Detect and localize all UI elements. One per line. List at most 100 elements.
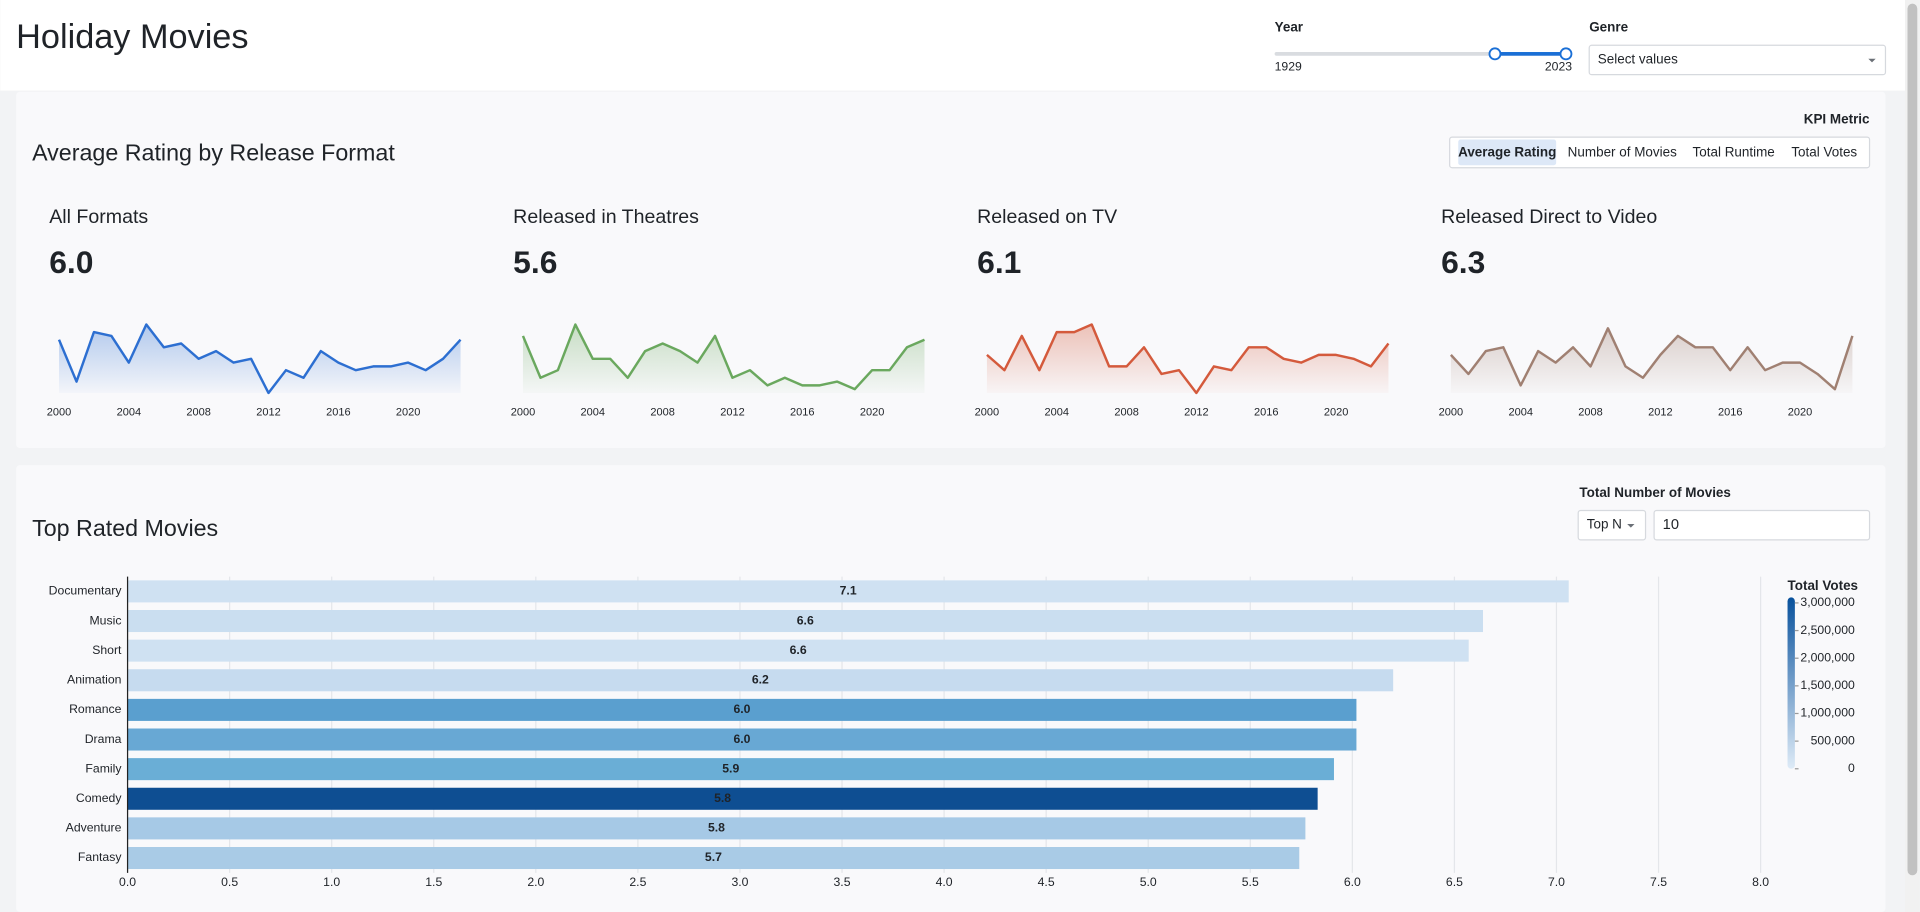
x-tick-label: 6.5 — [1446, 875, 1463, 889]
x-tick-label: 3.5 — [834, 875, 851, 889]
data-label: 7.1 — [840, 584, 857, 598]
x-tick-label: 2004 — [117, 406, 141, 418]
year-slider-range — [1494, 52, 1566, 56]
sparkline — [986, 323, 1390, 395]
x-tick-label: 2004 — [581, 406, 605, 418]
y-tick-label: Fantasy — [78, 850, 122, 864]
x-tick-label: 7.0 — [1548, 875, 1565, 889]
sparkline — [57, 323, 462, 395]
legend-tick-label: 2,500,000 — [1800, 623, 1855, 637]
count-label: Total Number of Movies — [1579, 485, 1730, 500]
kpi-title: Released Direct to Video — [1441, 206, 1657, 228]
year-max: 2023 — [1545, 60, 1572, 74]
data-label: 5.8 — [714, 791, 731, 805]
mode-select[interactable] — [1577, 509, 1647, 541]
data-label: 5.8 — [708, 821, 725, 835]
x-tick-label: 1.0 — [323, 875, 340, 889]
year-slider-handle[interactable] — [1559, 47, 1573, 61]
genre-label: Genre — [1589, 20, 1628, 35]
x-tick-label: 2000 — [975, 406, 999, 418]
kpi-option[interactable]: Total Votes — [1791, 145, 1857, 160]
legend-tick-label: 1,500,000 — [1800, 678, 1855, 692]
x-tick-label: 2016 — [326, 406, 350, 418]
kpi-value: 6.1 — [977, 244, 1021, 280]
x-tick-label: 3.0 — [731, 875, 748, 889]
bar[interactable] — [127, 787, 1318, 810]
sparkline — [521, 323, 925, 391]
kpi-title: Released on TV — [977, 206, 1117, 228]
y-tick-label: Romance — [69, 702, 122, 716]
kpi-value: 5.6 — [513, 244, 557, 280]
x-tick-label: 1.5 — [425, 875, 442, 889]
legend-tick-label: 500,000 — [1811, 733, 1855, 747]
data-label: 6.6 — [790, 643, 807, 657]
x-tick-label: 2008 — [186, 406, 210, 418]
bar[interactable] — [127, 846, 1300, 870]
section-title: Average Rating by Release Format — [32, 139, 395, 165]
y-tick-label: Short — [92, 643, 122, 657]
data-label: 5.9 — [722, 761, 739, 775]
data-label: 5.7 — [705, 850, 722, 864]
year-min: 1929 — [1275, 60, 1302, 74]
x-tick-label: 8.0 — [1752, 875, 1769, 889]
y-tick-label: Drama — [85, 732, 122, 746]
x-tick-label: 2020 — [396, 406, 420, 418]
bar[interactable] — [127, 728, 1357, 751]
legend-tick-label: 3,000,000 — [1800, 595, 1855, 609]
x-tick-label: 5.0 — [1140, 875, 1157, 889]
bar[interactable] — [127, 817, 1306, 840]
y-tick-label: Family — [85, 761, 122, 775]
legend-tick-label: 2,000,000 — [1800, 650, 1855, 664]
kpi-option-selected — [1458, 139, 1557, 166]
x-tick-label: 5.5 — [1242, 875, 1259, 889]
x-tick-label: 2012 — [256, 406, 280, 418]
x-tick-label: 2016 — [1254, 406, 1278, 418]
dropdown-caret — [1868, 58, 1876, 63]
header-bar — [0, 0, 1906, 91]
sparkline-area — [986, 324, 1389, 393]
x-tick-label: 2000 — [47, 406, 71, 418]
x-tick-label: 2000 — [511, 406, 535, 418]
scrollbar-thumb[interactable] — [1907, 3, 1918, 876]
year-slider-handle[interactable] — [1488, 47, 1502, 61]
y-tick-label: Animation — [67, 673, 122, 687]
bar[interactable] — [127, 609, 1483, 633]
bar[interactable] — [127, 669, 1394, 692]
x-tick-label: 2020 — [860, 406, 884, 418]
x-tick-label: 2.0 — [527, 875, 544, 889]
x-tick-label: 2020 — [1324, 406, 1348, 418]
dropdown-caret — [1627, 523, 1635, 528]
x-tick-label: 6.0 — [1344, 875, 1361, 889]
year-label: Year — [1275, 20, 1304, 35]
x-tick-label: 2004 — [1045, 406, 1069, 418]
y-tick-label: Comedy — [76, 791, 122, 805]
count-value: 10 — [1663, 517, 1679, 533]
x-tick-label: 2000 — [1439, 406, 1463, 418]
genre-select[interactable] — [1588, 44, 1887, 76]
legend-tick-label: 0 — [1848, 761, 1855, 775]
x-tick-label: 0.5 — [221, 875, 238, 889]
y-tick-label: Adventure — [66, 821, 122, 835]
x-tick-label: 2020 — [1788, 406, 1812, 418]
color-scale-bar — [1787, 597, 1795, 769]
bar[interactable] — [127, 580, 1569, 603]
x-tick-label: 2008 — [1114, 406, 1138, 418]
bar[interactable] — [127, 698, 1357, 721]
kpi-value: 6.3 — [1441, 244, 1485, 280]
x-tick-label: 4.0 — [936, 875, 953, 889]
y-tick-label: Music — [89, 613, 121, 627]
kpi-panel — [16, 91, 1886, 449]
kpi-option[interactable]: Total Runtime — [1693, 145, 1775, 160]
bar[interactable] — [127, 758, 1334, 781]
kpi-option[interactable]: Number of Movies — [1568, 145, 1677, 160]
x-tick-label: 2008 — [650, 406, 674, 418]
count-input[interactable] — [1653, 509, 1871, 541]
bar[interactable] — [127, 639, 1469, 662]
data-label: 6.0 — [733, 702, 750, 716]
data-label: 6.6 — [797, 613, 814, 627]
kpi-option[interactable]: Average Rating — [1458, 145, 1556, 160]
kpi-options: Average Rating Number of Movies Total Runt… — [1458, 139, 1857, 166]
mode-value: Top N — [1587, 517, 1622, 532]
